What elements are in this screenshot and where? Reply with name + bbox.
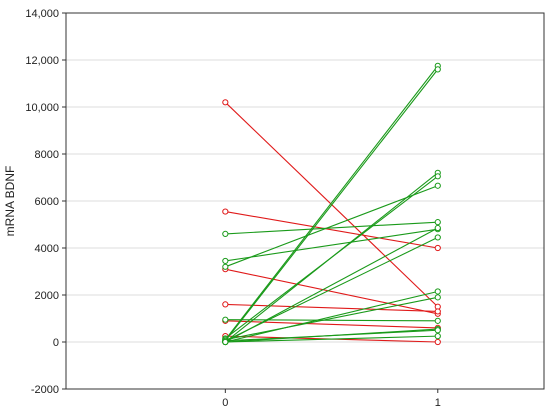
series-line bbox=[225, 290, 438, 343]
y-tick-label: 2000 bbox=[35, 290, 59, 302]
data-point bbox=[434, 294, 441, 301]
y-axis-ticks: -2000 0 2000 4000 6000 8000 10,000 12,000 14,000 bbox=[25, 8, 66, 396]
y-tick-label: 10,000 bbox=[25, 102, 59, 114]
grid-lines bbox=[66, 12, 544, 390]
series-line bbox=[225, 185, 438, 268]
data-point bbox=[434, 244, 441, 252]
data-point bbox=[434, 234, 441, 241]
x-tick-label: 0 bbox=[222, 397, 228, 409]
series-line bbox=[225, 319, 438, 322]
series-line bbox=[225, 268, 438, 315]
data-point bbox=[222, 257, 229, 265]
data-point bbox=[434, 182, 441, 189]
data-point bbox=[434, 66, 441, 73]
data-point bbox=[222, 208, 229, 215]
y-axis-label: mRNA BDNF bbox=[3, 166, 17, 237]
series-line bbox=[225, 335, 438, 343]
y-tick-label: 6000 bbox=[35, 196, 59, 208]
data-point bbox=[434, 317, 441, 324]
data-point bbox=[434, 219, 441, 226]
y-tick-label: -2000 bbox=[31, 384, 59, 396]
data-point bbox=[222, 99, 229, 106]
data-point bbox=[222, 263, 229, 270]
series-line bbox=[224, 175, 439, 339]
data-point bbox=[434, 173, 441, 180]
y-tick-label: 0 bbox=[53, 337, 59, 349]
data-point bbox=[222, 230, 229, 237]
series-line bbox=[225, 228, 438, 262]
series-line bbox=[224, 69, 439, 342]
series-line bbox=[225, 211, 438, 249]
series-line bbox=[225, 296, 438, 341]
series-line bbox=[225, 329, 438, 342]
series-line bbox=[225, 303, 438, 312]
series-line bbox=[224, 65, 439, 340]
data-point bbox=[434, 224, 441, 232]
y-tick-label: 14,000 bbox=[25, 8, 59, 20]
series-line bbox=[225, 236, 439, 342]
data-point bbox=[434, 288, 441, 295]
y-tick-label: 8000 bbox=[35, 149, 59, 161]
data-point bbox=[434, 338, 441, 346]
x-tick-label: 1 bbox=[435, 397, 441, 409]
data-point bbox=[434, 327, 441, 334]
data-point bbox=[222, 316, 229, 323]
data-point bbox=[222, 338, 229, 346]
y-tick-label: 12,000 bbox=[25, 55, 59, 67]
series-line bbox=[225, 320, 438, 329]
data-point bbox=[434, 308, 441, 315]
data-point bbox=[222, 301, 229, 308]
y-tick-label: 4000 bbox=[35, 243, 59, 255]
data-point bbox=[434, 333, 441, 340]
series-line bbox=[225, 221, 438, 235]
series-lines bbox=[222, 62, 441, 346]
